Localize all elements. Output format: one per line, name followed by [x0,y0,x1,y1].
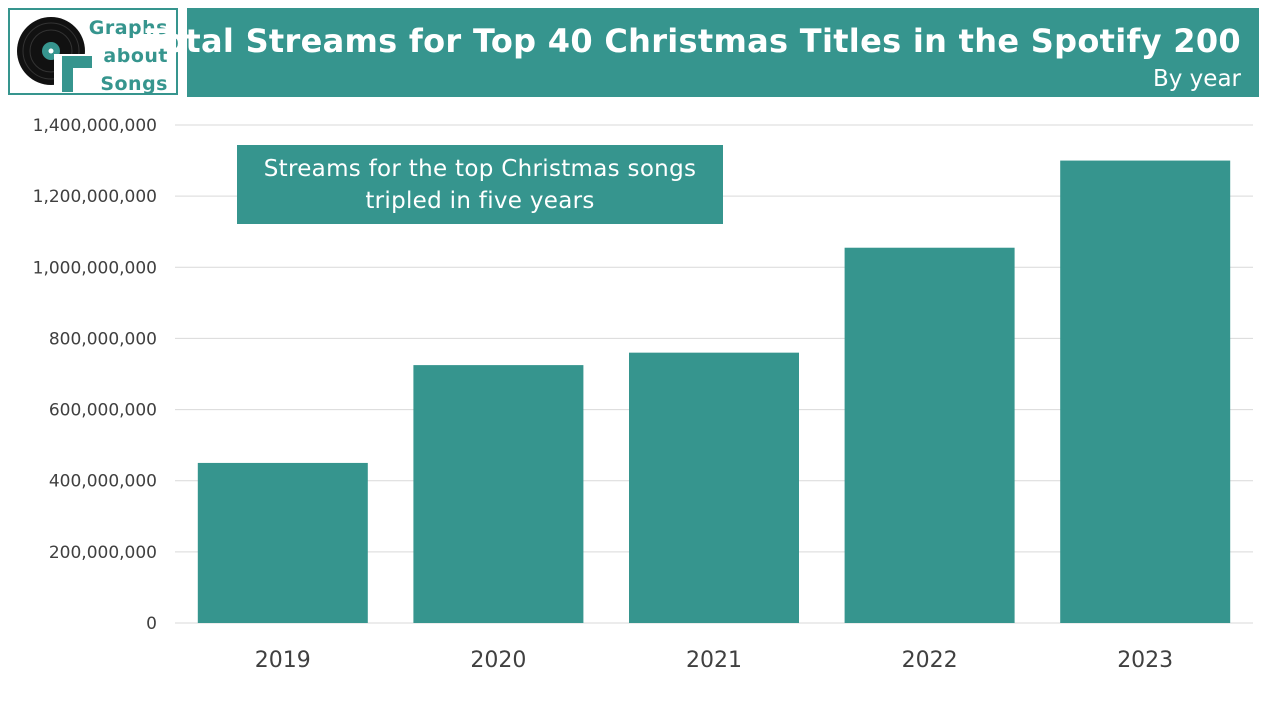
y-tick-label: 600,000,000 [49,401,157,421]
bar-2023 [1060,160,1231,624]
y-tick-label: 0 [146,614,157,634]
y-axis-ticks: 0 200,000,000 400,000,000 600,000,000 800,00… [33,116,157,634]
y-tick-label: 800,000,000 [49,329,157,349]
y-tick-label: 200,000,000 [49,543,157,563]
title-banner: Total Streams for Top 40 Christmas Title… [145,8,1259,97]
y-tick-label: 1,200,000,000 [33,187,157,207]
logo-text-line1: Graphs [88,17,168,39]
annotation-line1: Streams for the top Christmas songs [263,156,697,182]
x-tick-label-2021: 2021 [686,648,742,673]
y-tick-label: 1,400,000,000 [33,116,157,136]
x-tick-label-2022: 2022 [902,648,958,673]
x-tick-label-2023: 2023 [1117,648,1173,673]
x-tick-label-2019: 2019 [255,648,311,673]
y-tick-label: 1,000,000,000 [33,258,157,278]
bar-2020 [413,365,584,623]
y-tick-label: 400,000,000 [49,472,157,492]
bar-2019 [197,462,368,623]
x-tick-label-2020: 2020 [470,648,526,673]
vinyl-record-icon [17,17,96,92]
annotation-line2: tripled in five years [365,188,595,214]
chart-subtitle: By year [1152,66,1241,92]
logo: Graphs about Songs [8,8,178,95]
logo-text-line3: Songs [100,73,168,95]
annotation-box: Streams for the top Christmas songs trip… [237,145,723,224]
logo-text-line2: about [103,45,168,67]
chart-title: Total Streams for Top 40 Christmas Title… [145,22,1241,60]
bar-2021 [629,352,799,623]
bars [197,160,1231,624]
x-axis-ticks: 2019 2020 2021 2022 2023 [255,648,1173,673]
bar-2022 [844,247,1015,623]
